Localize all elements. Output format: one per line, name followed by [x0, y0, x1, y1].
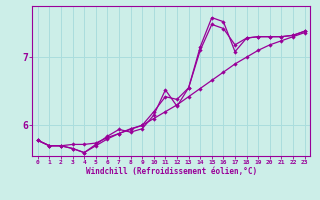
X-axis label: Windchill (Refroidissement éolien,°C): Windchill (Refroidissement éolien,°C): [86, 167, 257, 176]
